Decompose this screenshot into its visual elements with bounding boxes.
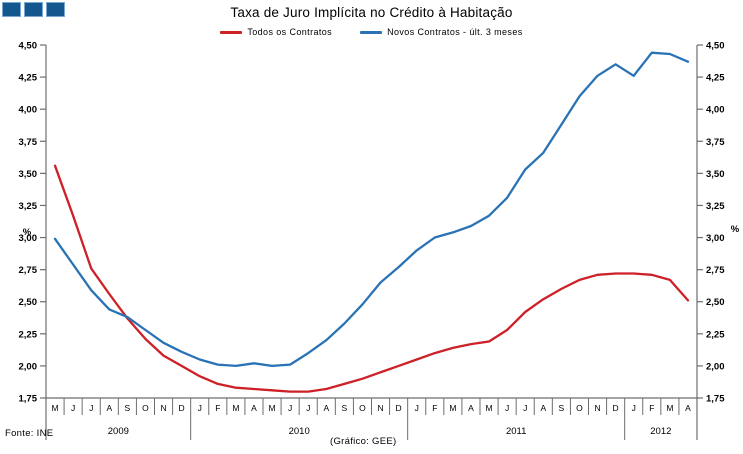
x-month-label: M (449, 403, 456, 413)
x-month-label: F (432, 403, 437, 413)
x-month-label: O (576, 403, 583, 413)
x-month-label: J (71, 403, 75, 413)
x-month-label: S (559, 403, 565, 413)
y-tick-label-right: 3,75 (706, 137, 725, 148)
y-tick-label-right: 2,25 (706, 329, 725, 340)
x-month-label: D (179, 403, 185, 413)
x-month-label: J (415, 403, 419, 413)
legend-swatch-icon (360, 30, 383, 34)
x-month-label: J (288, 403, 292, 413)
series-line-0 (53, 164, 690, 393)
y-tick-label-left: 3,00 (19, 233, 38, 244)
x-month-label: J (198, 403, 202, 413)
x-month-label: O (142, 403, 149, 413)
y-tick-label-right: 4,00 (706, 105, 725, 116)
x-month-label: A (323, 403, 329, 413)
x-month-label: A (685, 403, 691, 413)
y-tick-label-left: 2,75 (19, 265, 38, 276)
chart-title: Taxa de Juro Implícita no Crédito à Habi… (230, 5, 513, 20)
legend-swatch-icon (220, 30, 243, 34)
y-tick-label-left: 2,50 (19, 297, 38, 308)
x-month-label: M (666, 403, 673, 413)
x-month-label: S (342, 403, 348, 413)
x-month-label: A (106, 403, 112, 413)
source-note: Fonte: INE (5, 428, 54, 439)
legend-label: Novos Contratos - últ. 3 meses (387, 27, 523, 37)
x-month-label: M (51, 403, 58, 413)
series-line-1 (53, 51, 690, 368)
y-tick-label-right: 2,50 (706, 297, 725, 308)
x-month-label: O (359, 403, 366, 413)
x-month-label: N (594, 403, 600, 413)
y-tick-label-left: 3,50 (19, 169, 38, 180)
legend-item-1: Novos Contratos - últ. 3 meses (360, 27, 523, 37)
y-tick-label-left: 3,75 (19, 137, 38, 148)
x-month-label: J (89, 403, 93, 413)
x-month-label: M (232, 403, 239, 413)
y-tick-label-right: 2,75 (706, 265, 725, 276)
y-tick-label-left: 4,50 (19, 41, 38, 52)
x-month-label: D (613, 403, 619, 413)
x-year-label: 2009 (108, 426, 129, 437)
logo-square-icon (46, 2, 65, 17)
x-month-label: S (125, 403, 131, 413)
y-tick-label-left: 2,00 (19, 361, 38, 372)
x-month-label: F (215, 403, 220, 413)
y-axis-title-left: % (23, 227, 32, 238)
x-month-label: A (251, 403, 257, 413)
y-tick-label-right: 1,75 (706, 394, 725, 405)
logo-squares-icon (2, 2, 65, 17)
y-tick-label-left: 4,25 (19, 73, 38, 84)
x-month-label: N (377, 403, 383, 413)
x-month-label: A (540, 403, 546, 413)
y-tick-label-left: 4,00 (19, 105, 38, 116)
x-month-label: N (160, 403, 166, 413)
y-tick-label-right: 3,00 (706, 233, 725, 244)
x-month-label: J (306, 403, 310, 413)
chart-legend: Todos os Contratos Novos Contratos - últ.… (0, 27, 743, 37)
y-tick-label-left: 3,25 (19, 201, 38, 212)
y-tick-label-right: 3,25 (706, 201, 725, 212)
y-tick-label-left: 1,75 (19, 394, 38, 405)
y-tick-label-right: 4,50 (706, 41, 725, 52)
y-tick-label-left: 2,25 (19, 329, 38, 340)
x-year-label: 2011 (506, 426, 526, 437)
x-year-label: 2012 (650, 426, 671, 437)
y-tick-label-right: 4,25 (706, 73, 725, 84)
legend-label: Todos os Contratos (247, 27, 333, 37)
x-month-label: F (649, 403, 654, 413)
x-month-label: M (268, 403, 275, 413)
x-month-label: J (505, 403, 509, 413)
credit-note: (Gráfico: GEE) (330, 436, 397, 447)
x-month-label: A (468, 403, 474, 413)
x-year-label: 2010 (289, 426, 310, 437)
y-axis-title-right: % (731, 224, 740, 235)
logo-square-icon (24, 2, 43, 17)
x-month-label: J (523, 403, 527, 413)
logo-square-icon (2, 2, 21, 17)
y-tick-label-right: 3,50 (706, 169, 725, 180)
x-month-label: D (396, 403, 402, 413)
legend-item-0: Todos os Contratos (220, 27, 332, 37)
x-month-label: M (485, 403, 492, 413)
x-month-label: J (632, 403, 636, 413)
y-tick-label-right: 2,00 (706, 361, 725, 372)
